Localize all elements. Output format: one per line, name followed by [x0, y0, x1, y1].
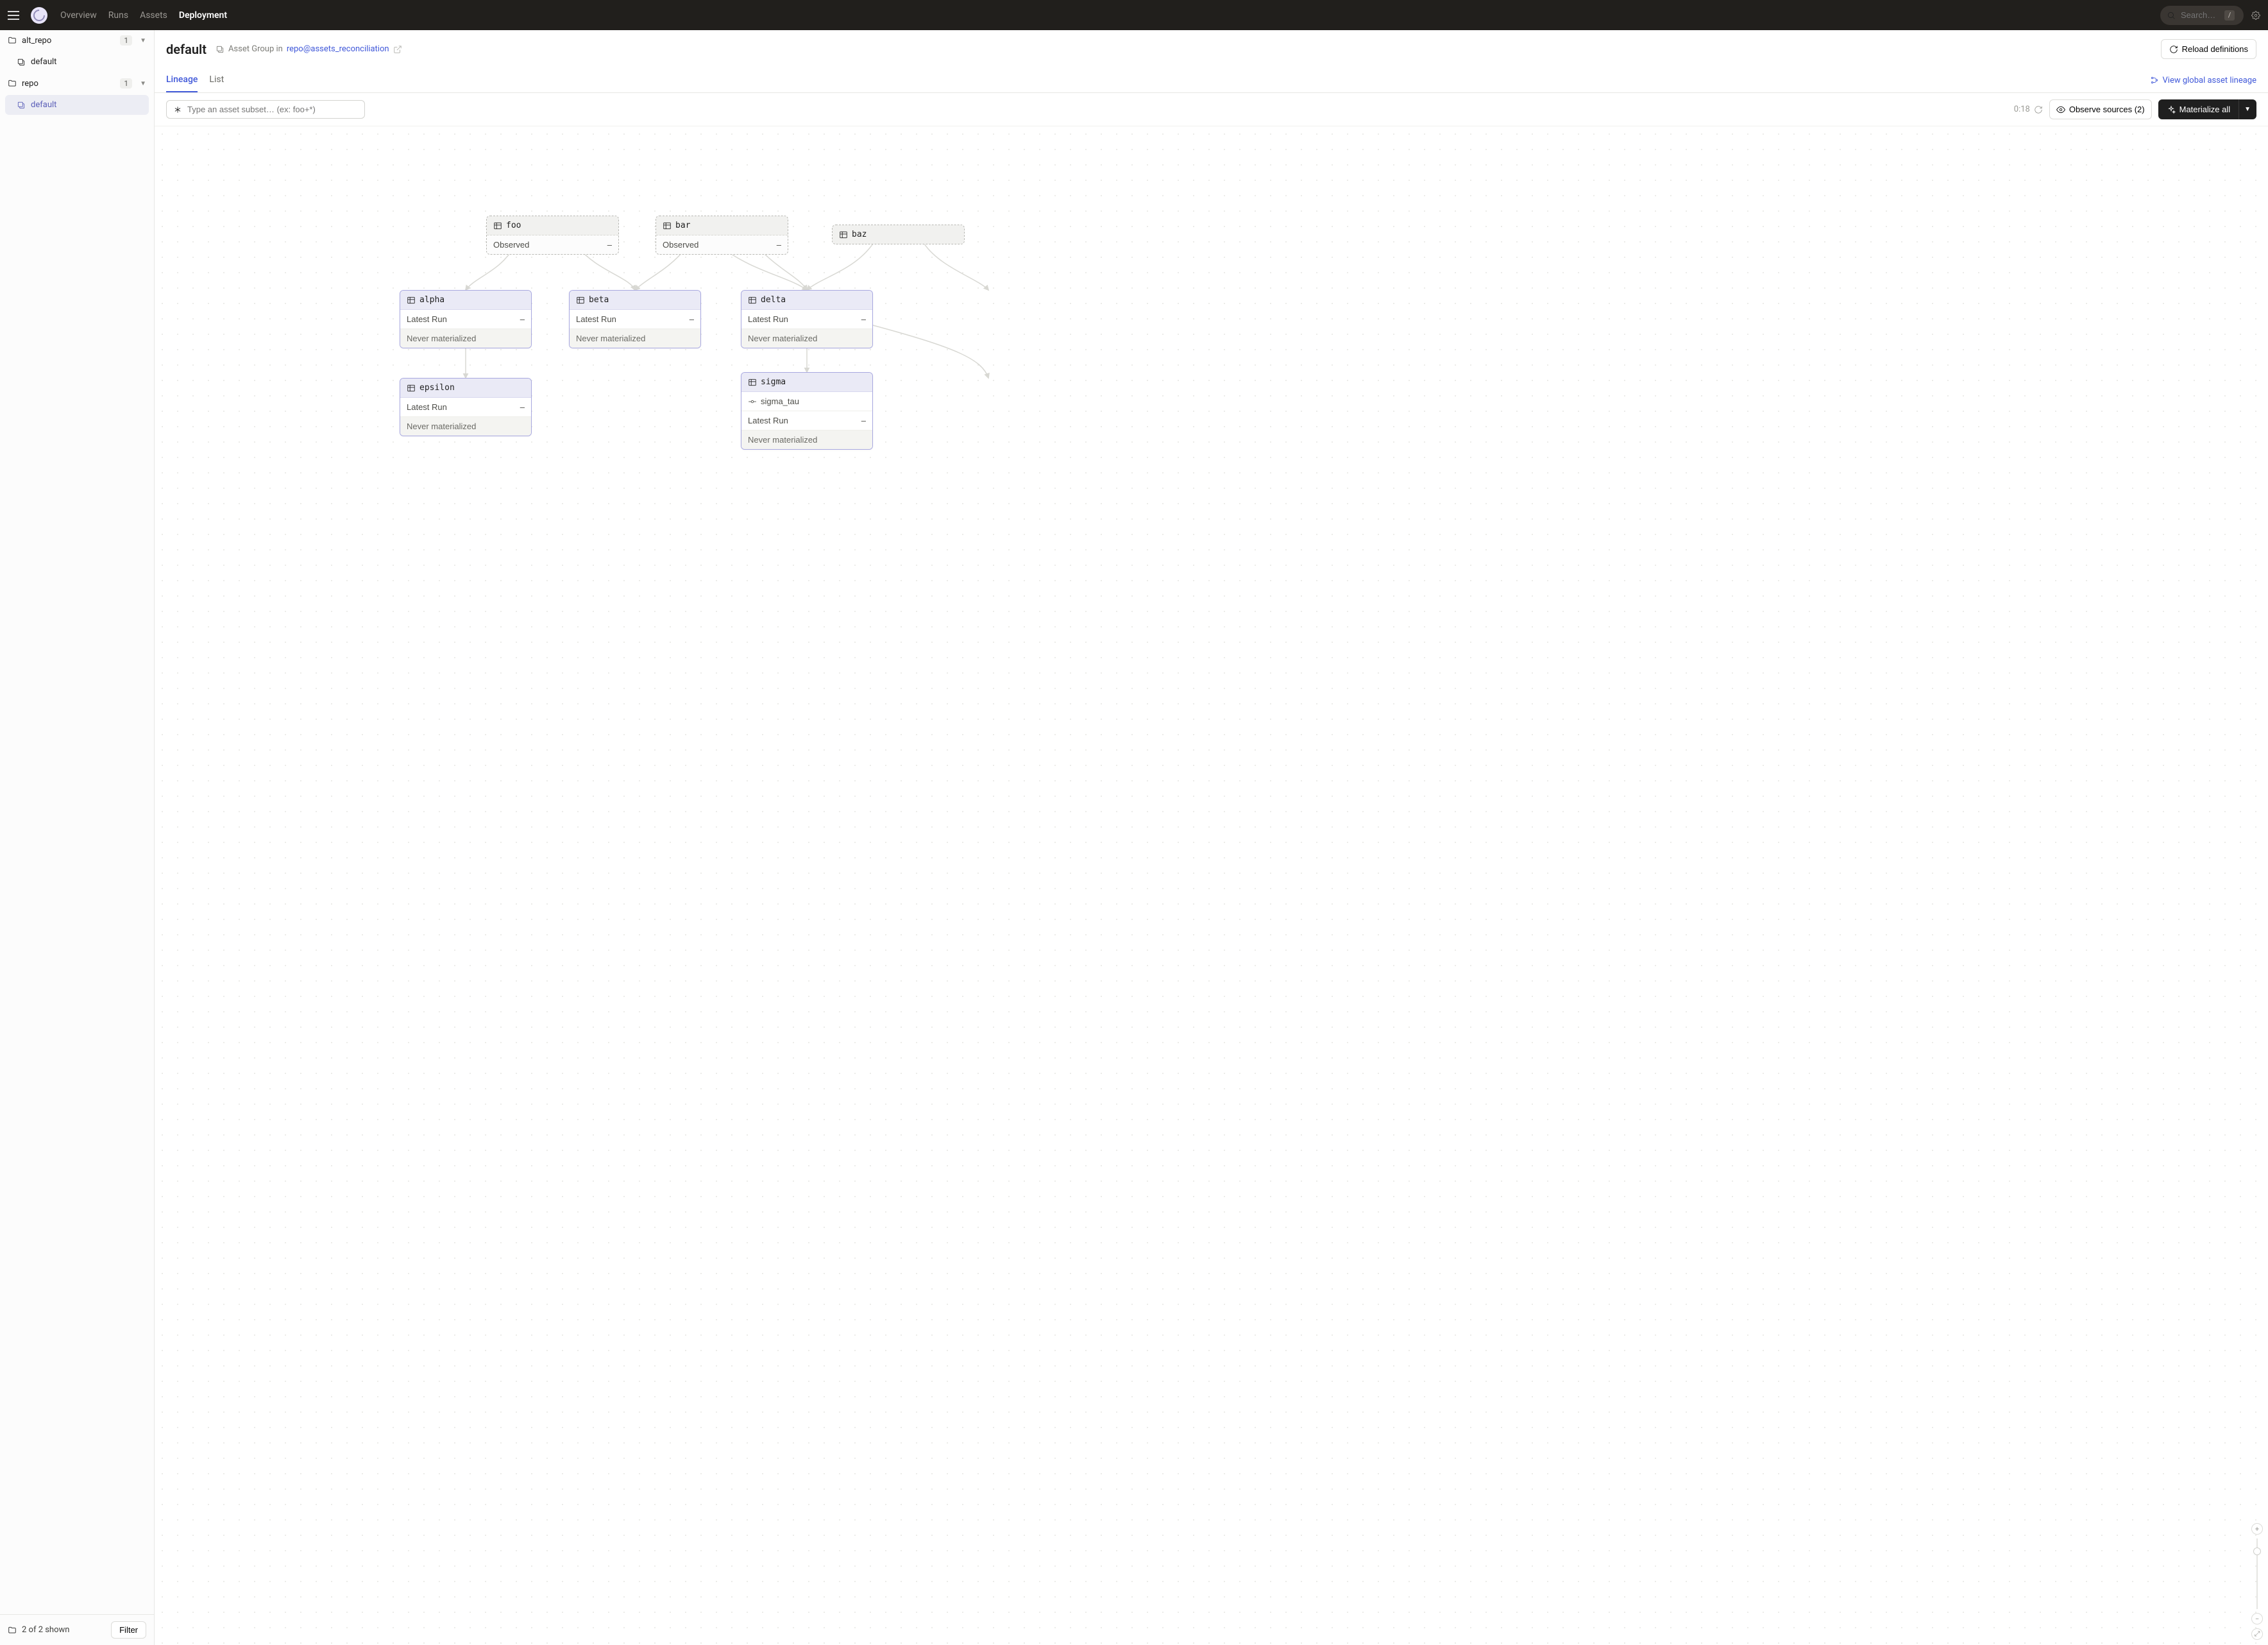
- eye-icon: [2056, 105, 2065, 114]
- table-icon: [748, 296, 757, 305]
- search-shortcut: /: [2224, 10, 2235, 21]
- table-icon: [839, 230, 848, 239]
- asset-node-beta[interactable]: betaLatest Run–Never materialized: [569, 290, 701, 348]
- table-icon: [407, 296, 416, 305]
- nav-link-assets[interactable]: Assets: [140, 10, 167, 21]
- op-icon: [748, 397, 757, 406]
- sidebar: alt_repo1▼defaultrepo1▼default 2 of 2 sh…: [0, 30, 155, 1645]
- count-badge: 1: [120, 35, 132, 46]
- page-title: default: [166, 42, 207, 57]
- chevron-down-icon[interactable]: ▼: [140, 80, 146, 87]
- nav-link-runs[interactable]: Runs: [108, 10, 128, 21]
- materialize-dropdown[interactable]: ▼: [2238, 99, 2256, 119]
- folder-icon: [8, 36, 17, 45]
- external-link-icon[interactable]: [393, 45, 402, 54]
- menu-button[interactable]: [8, 8, 23, 23]
- layers-icon: [17, 101, 26, 110]
- table-icon: [407, 384, 416, 393]
- sparkle-icon: [2167, 105, 2176, 114]
- zoom-fit-button[interactable]: ⤢: [2251, 1628, 2263, 1640]
- source-node-bar[interactable]: barObserved–: [656, 216, 788, 255]
- asset-node-delta[interactable]: deltaLatest Run–Never materialized: [741, 290, 873, 348]
- chevron-down-icon[interactable]: ▼: [140, 37, 146, 44]
- folder-icon: [8, 1626, 17, 1635]
- asterisk-icon: [173, 105, 182, 114]
- repo-link[interactable]: repo@assets_reconciliation: [287, 44, 389, 54]
- asset-node-alpha[interactable]: alphaLatest Run–Never materialized: [400, 290, 532, 348]
- table-icon: [663, 221, 672, 230]
- nav-link-overview[interactable]: Overview: [60, 10, 97, 21]
- observe-sources-button[interactable]: Observe sources (2): [2049, 99, 2152, 119]
- layers-icon: [216, 45, 224, 54]
- source-node-baz[interactable]: baz: [832, 225, 965, 244]
- subset-input[interactable]: [187, 105, 358, 114]
- materialize-all-button[interactable]: Materialize all: [2158, 99, 2238, 119]
- sidebar-item-repo[interactable]: repo1▼: [0, 73, 154, 94]
- table-icon: [493, 221, 502, 230]
- tab-lineage[interactable]: Lineage: [166, 68, 198, 92]
- logo[interactable]: [31, 7, 47, 24]
- sidebar-item-default[interactable]: default: [5, 95, 149, 115]
- folder-icon: [8, 79, 17, 88]
- global-lineage-link[interactable]: View global asset lineage: [2150, 69, 2256, 92]
- lineage-canvas[interactable]: fooObserved– barObserved– baz alphaLatest R…: [155, 126, 2268, 1645]
- filter-button[interactable]: Filter: [111, 1621, 146, 1639]
- nav-link-deployment[interactable]: Deployment: [179, 10, 227, 21]
- search-box[interactable]: /: [2160, 6, 2244, 25]
- timer: 0:18: [2014, 105, 2043, 114]
- settings-icon[interactable]: [2251, 11, 2260, 20]
- sidebar-item-alt_repo[interactable]: alt_repo1▼: [0, 30, 154, 51]
- table-icon: [576, 296, 585, 305]
- sidebar-footer-text: 2 of 2 shown: [22, 1625, 106, 1635]
- tab-list[interactable]: List: [209, 68, 224, 92]
- source-node-foo[interactable]: fooObserved–: [486, 216, 619, 255]
- subset-input-wrap[interactable]: [166, 100, 365, 119]
- reload-button[interactable]: Reload definitions: [2161, 39, 2256, 59]
- table-icon: [748, 378, 757, 387]
- zoom-slider[interactable]: [2256, 1538, 2258, 1609]
- lineage-icon: [2150, 76, 2159, 85]
- search-input[interactable]: [2181, 10, 2219, 20]
- asset-group-breadcrumb: Asset Group in repo@assets_reconciliatio…: [216, 44, 402, 54]
- layers-icon: [17, 58, 26, 67]
- zoom-out-button[interactable]: −: [2251, 1613, 2263, 1624]
- sidebar-item-default[interactable]: default: [5, 52, 149, 72]
- asset-node-sigma[interactable]: sigmasigma_tauLatest Run–Never materiali…: [741, 372, 873, 450]
- search-icon: [2167, 11, 2176, 20]
- zoom-in-button[interactable]: +: [2251, 1523, 2263, 1535]
- asset-node-epsilon[interactable]: epsilonLatest Run–Never materialized: [400, 378, 532, 436]
- reload-icon: [2169, 45, 2178, 54]
- count-badge: 1: [120, 78, 132, 89]
- refresh-icon[interactable]: [2034, 105, 2043, 114]
